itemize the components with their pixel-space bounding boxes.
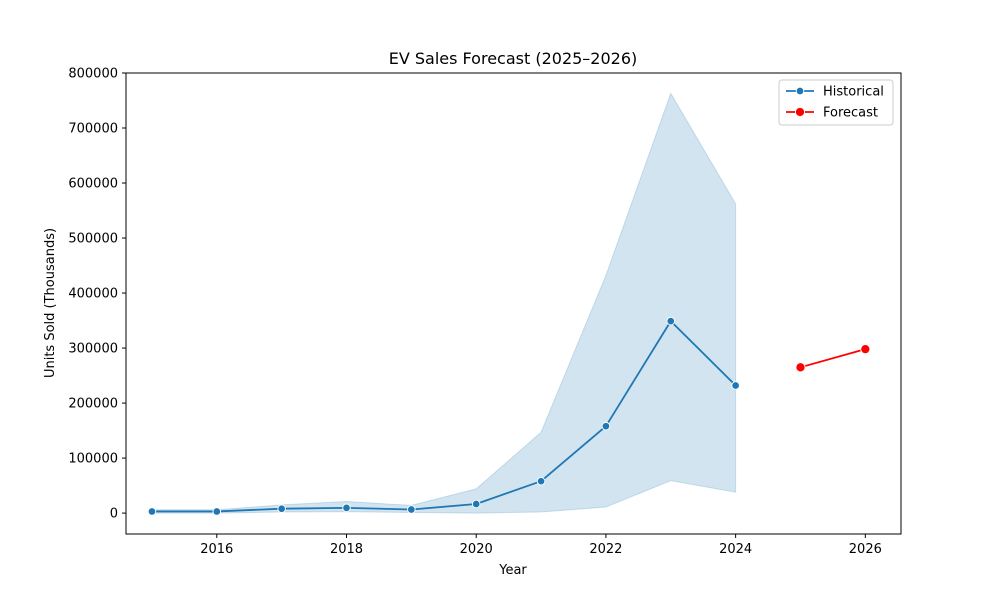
chart-title: EV Sales Forecast (2025–2026) — [389, 49, 638, 68]
data-point-historical — [148, 508, 156, 516]
x-tick-label: 2020 — [460, 542, 493, 557]
legend-label-forecast: Forecast — [823, 106, 878, 121]
y-tick-label: 200000 — [68, 397, 118, 412]
y-tick-label: 500000 — [68, 232, 118, 247]
y-tick-label: 0 — [110, 507, 118, 522]
data-point-historical — [278, 505, 286, 513]
data-point-historical — [472, 500, 480, 508]
x-tick-label: 2022 — [589, 542, 622, 557]
data-point-historical — [732, 382, 740, 390]
x-tick-label: 2026 — [849, 542, 882, 557]
x-tick-label: 2018 — [330, 542, 363, 557]
x-tick-label: 2016 — [200, 542, 233, 557]
y-axis-title: Units Sold (Thousands) — [43, 228, 58, 378]
x-tick-label: 2024 — [719, 542, 752, 557]
legend-marker-historical — [796, 87, 804, 95]
series-line-forecast — [800, 349, 865, 367]
data-point-historical — [343, 504, 351, 512]
legend-marker-forecast — [795, 107, 804, 116]
y-tick-label: 800000 — [68, 67, 118, 82]
data-point-historical — [408, 506, 416, 514]
legend: Historical Forecast — [779, 80, 893, 125]
x-axis-title: Year — [498, 563, 527, 578]
legend-label-historical: Historical — [823, 85, 884, 100]
data-point-historical — [602, 422, 610, 430]
data-point-forecast — [796, 363, 805, 372]
y-tick-label: 700000 — [68, 122, 118, 137]
data-point-historical — [213, 508, 221, 516]
data-point-forecast — [861, 345, 870, 354]
y-tick-label: 100000 — [68, 452, 118, 467]
y-tick-label: 600000 — [68, 177, 118, 192]
confidence-band — [152, 93, 736, 513]
y-tick-label: 400000 — [68, 287, 118, 302]
data-point-historical — [667, 317, 675, 325]
data-point-historical — [537, 477, 545, 485]
y-tick-label: 300000 — [68, 342, 118, 357]
plot-area: 2016 2018 2020 2022 2024 2026 0 100000 200000 300… — [68, 67, 901, 558]
